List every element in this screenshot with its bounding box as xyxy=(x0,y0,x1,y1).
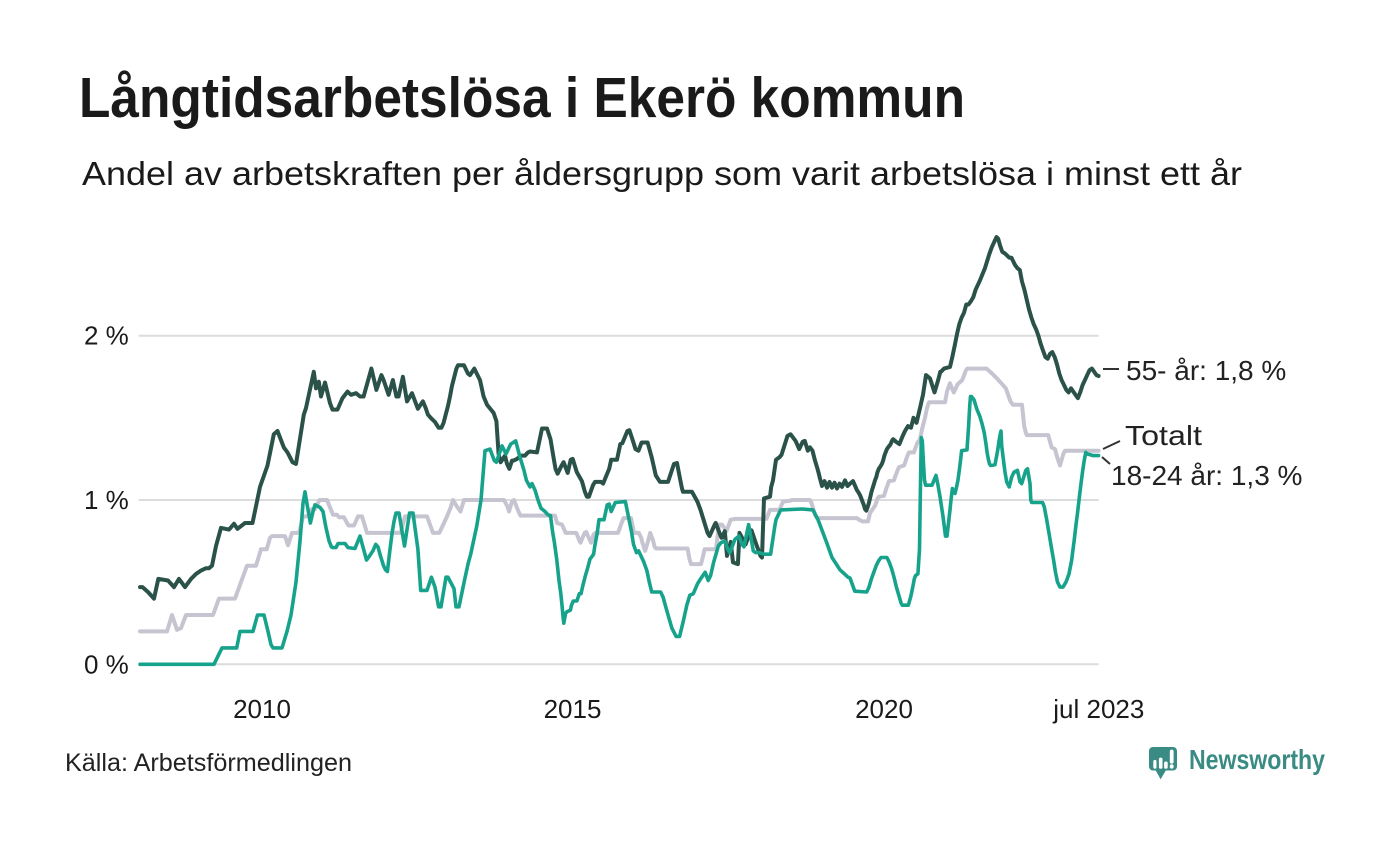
svg-text:0 %: 0 % xyxy=(84,649,129,679)
svg-text:Källa: Arbetsförmedlingen: Källa: Arbetsförmedlingen xyxy=(65,749,352,777)
svg-text:1 %: 1 % xyxy=(84,485,129,515)
svg-text:Långtidsarbetslösa i Ekerö kom: Långtidsarbetslösa i Ekerö kommun xyxy=(79,66,965,130)
svg-text:jul 2023: jul 2023 xyxy=(1052,694,1144,724)
svg-text:55- år: 1,8 %: 55- år: 1,8 % xyxy=(1126,355,1286,386)
svg-text:Newsworthy: Newsworthy xyxy=(1189,744,1325,775)
svg-text:2020: 2020 xyxy=(855,694,913,724)
svg-text:2010: 2010 xyxy=(233,694,291,724)
svg-text:2 %: 2 % xyxy=(84,321,129,351)
svg-text:2015: 2015 xyxy=(544,694,602,724)
svg-text:Totalt: Totalt xyxy=(1125,420,1202,451)
svg-text:18-24 år: 1,3 %: 18-24 år: 1,3 % xyxy=(1111,460,1302,491)
svg-text:Andel av arbetskraften per åld: Andel av arbetskraften per åldersgrupp s… xyxy=(82,155,1242,192)
